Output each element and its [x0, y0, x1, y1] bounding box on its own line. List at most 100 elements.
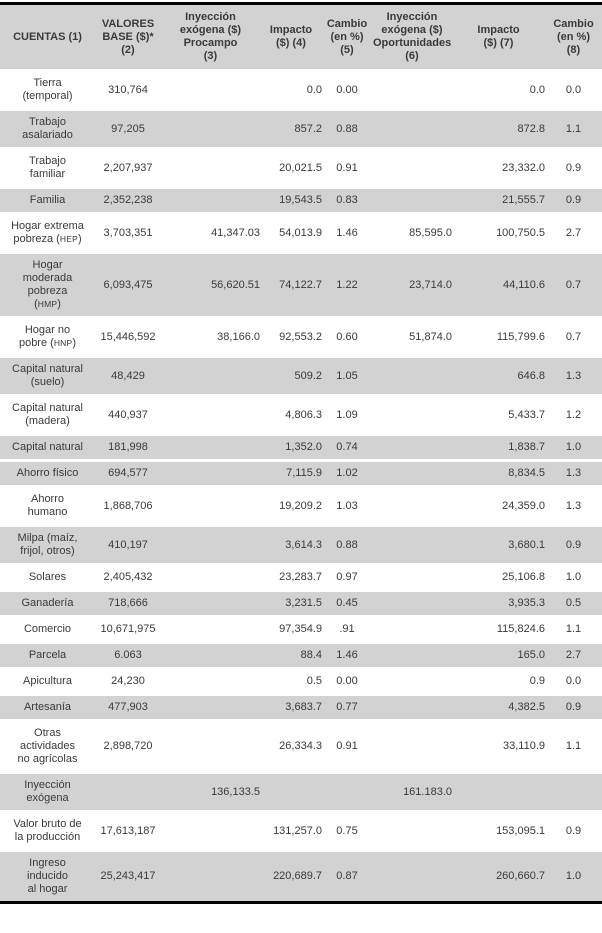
acronym: HEP — [59, 234, 78, 244]
table-row: Trabajo asalariado 97,205 857.2 0.88 872.8 1.… — [0, 109, 602, 150]
value-cell: 131,257.0 — [260, 811, 322, 852]
value-cell: 74,122.7 — [260, 252, 322, 319]
value-cell: 646.8 — [452, 356, 545, 397]
value-cell: 2,352,238 — [95, 187, 161, 215]
account-label-cell: Hogar no pobre (HNP) — [0, 317, 95, 358]
value-cell — [161, 395, 260, 436]
value-cell — [161, 109, 260, 150]
value-cell — [161, 187, 260, 215]
value-cell — [372, 694, 452, 722]
value-cell: 1.46 — [322, 213, 372, 254]
value-cell: 2,207,937 — [95, 148, 161, 189]
value-cell: 8,834.5 — [452, 460, 545, 488]
column-header: Impacto ($) (7) — [452, 5, 545, 72]
value-cell: 44,110.6 — [452, 252, 545, 319]
value-cell — [161, 564, 260, 592]
account-label-cell: Hogar extrema pobreza (HEP) — [0, 213, 95, 254]
value-cell: 115,799.6 — [452, 317, 545, 358]
table-row: Capital natural 181,998 1,352.0 0.74 1,838.7… — [0, 434, 602, 462]
table-body: Tierra (temporal) 310,764 0.0 0.00 0.0 0.0 Tra… — [0, 70, 602, 901]
value-cell: 857.2 — [260, 109, 322, 150]
value-cell: 0.83 — [322, 187, 372, 215]
value-cell — [372, 590, 452, 618]
value-cell: 161.183.0 — [372, 772, 452, 813]
table-row: Tierra (temporal) 310,764 0.0 0.00 0.0 0.0 — [0, 70, 602, 111]
value-cell: 1.0 — [545, 564, 602, 592]
value-cell — [161, 434, 260, 462]
accounts-table: CUENTAS (1) VALORES BASE ($)* (2) Inyecció… — [0, 5, 602, 901]
value-cell — [161, 616, 260, 644]
value-cell: 718,666 — [95, 590, 161, 618]
account-label-cell: Otras actividades no agrícolas — [0, 720, 95, 774]
value-cell — [161, 720, 260, 774]
column-header: Cambio (en %) (8) — [545, 5, 602, 72]
value-cell — [161, 642, 260, 670]
account-label-cell: Artesanía — [0, 694, 95, 722]
value-cell: 165.0 — [452, 642, 545, 670]
value-cell: 6,093,475 — [95, 252, 161, 319]
value-cell: 0.60 — [322, 317, 372, 358]
value-cell: 0.0 — [452, 70, 545, 111]
account-label-cell: Trabajo asalariado — [0, 109, 95, 150]
value-cell — [322, 772, 372, 813]
column-header: VALORES BASE ($)* (2) — [95, 5, 161, 72]
value-cell: 97,354.9 — [260, 616, 322, 644]
value-cell: 1.3 — [545, 460, 602, 488]
value-cell: 3,614.3 — [260, 525, 322, 566]
header-row: CUENTAS (1) VALORES BASE ($)* (2) Inyecció… — [0, 5, 602, 72]
account-label-cell: Ahorro humano — [0, 486, 95, 527]
account-label-cell: Comercio — [0, 616, 95, 644]
value-cell: 0.88 — [322, 525, 372, 566]
value-cell: 0.9 — [545, 148, 602, 189]
value-cell: 0.5 — [260, 668, 322, 696]
table-row: Inyección exógena 136,133.5 161.183.0 — [0, 772, 602, 813]
value-cell: 56,620.51 — [161, 252, 260, 319]
value-cell — [372, 811, 452, 852]
value-cell: 509.2 — [260, 356, 322, 397]
value-cell: 3,683.7 — [260, 694, 322, 722]
account-label-cell: Capital natural (suelo) — [0, 356, 95, 397]
value-cell — [161, 590, 260, 618]
table-row: Ganadería 718,666 3,231.5 0.45 3,935.3 0.5 — [0, 590, 602, 618]
value-cell: 10,671,975 — [95, 616, 161, 644]
value-cell: 15,446,592 — [95, 317, 161, 358]
account-label-cell: Solares — [0, 564, 95, 592]
value-cell: 260,660.7 — [452, 850, 545, 901]
account-label-cell: Tierra (temporal) — [0, 70, 95, 111]
value-cell: 1.22 — [322, 252, 372, 319]
value-cell: 0.9 — [545, 525, 602, 566]
account-label-cell: Familia — [0, 187, 95, 215]
value-cell: 33,110.9 — [452, 720, 545, 774]
value-cell: 477,903 — [95, 694, 161, 722]
value-cell: 220,689.7 — [260, 850, 322, 901]
value-cell: 0.0 — [545, 70, 602, 111]
value-cell: 85,595.0 — [372, 213, 452, 254]
value-cell: 48,429 — [95, 356, 161, 397]
value-cell: 92,553.2 — [260, 317, 322, 358]
value-cell: 1.09 — [322, 395, 372, 436]
value-cell — [372, 642, 452, 670]
value-cell — [372, 395, 452, 436]
value-cell: 1,352.0 — [260, 434, 322, 462]
value-cell: 97,205 — [95, 109, 161, 150]
value-cell — [372, 616, 452, 644]
value-cell — [161, 525, 260, 566]
value-cell: 1.0 — [545, 850, 602, 901]
value-cell: 21,555.7 — [452, 187, 545, 215]
value-cell: 24,230 — [95, 668, 161, 696]
value-cell: 0.87 — [322, 850, 372, 901]
account-label-cell: Trabajo familiar — [0, 148, 95, 189]
value-cell — [372, 70, 452, 111]
value-cell: 0.74 — [322, 434, 372, 462]
value-cell: 1.46 — [322, 642, 372, 670]
value-cell — [161, 460, 260, 488]
value-cell: 0.7 — [545, 317, 602, 358]
value-cell: 0.5 — [545, 590, 602, 618]
account-label-cell: Ganadería — [0, 590, 95, 618]
value-cell: 4,382.5 — [452, 694, 545, 722]
table-row: Hogar extrema pobreza (HEP) 3,703,351 41,3… — [0, 213, 602, 254]
value-cell: 0.91 — [322, 148, 372, 189]
value-cell: 1.02 — [322, 460, 372, 488]
value-cell — [372, 720, 452, 774]
